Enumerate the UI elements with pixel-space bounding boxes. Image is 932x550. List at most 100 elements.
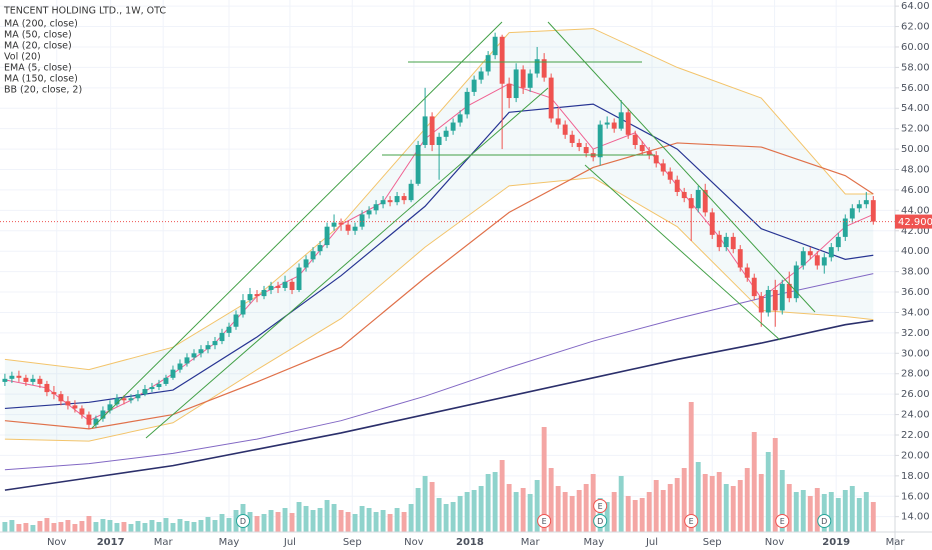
candle-body [583, 147, 589, 154]
y-tick-label: 14.00 [901, 512, 930, 523]
volume-bar [660, 490, 666, 532]
candle-body [520, 69, 526, 88]
volume-bar [23, 523, 29, 532]
trendline [547, 21, 816, 313]
y-tick-label: 26.00 [901, 389, 930, 400]
volume-bar [289, 513, 295, 532]
volume-bar [247, 512, 253, 532]
candle-body [772, 289, 778, 311]
volume-bar [373, 512, 379, 532]
volume-bar [590, 474, 596, 532]
candle-body [751, 277, 757, 297]
candle-body [184, 357, 190, 364]
candle-body [149, 387, 155, 390]
event-label: D [821, 517, 827, 526]
y-tick-label: 56.00 [901, 83, 930, 94]
candle-body [310, 251, 316, 260]
y-tick-label: 58.00 [901, 62, 930, 73]
candle-body [23, 377, 29, 382]
candle-body [786, 283, 792, 299]
ma-line [4, 103, 874, 410]
candle-body [317, 245, 323, 252]
candle-body [548, 77, 554, 119]
candle-body [653, 155, 659, 164]
candle-body [730, 236, 736, 250]
x-tick-label: Nov [404, 537, 424, 548]
candle-body [492, 36, 498, 56]
candle-body [345, 224, 351, 231]
candle-body [821, 257, 827, 266]
candle-body [485, 55, 491, 72]
candle-body [863, 200, 869, 205]
volume-bar [408, 504, 414, 532]
candle-body [205, 345, 211, 350]
volume-bar [611, 492, 617, 532]
candle-body [793, 265, 799, 299]
candle-body [380, 200, 386, 205]
candle-body [387, 200, 393, 203]
candle-body [226, 326, 232, 333]
candle-body [737, 249, 743, 268]
candle-body [842, 218, 848, 237]
volume-bar [793, 492, 799, 532]
y-tick-label: 30.00 [901, 348, 930, 359]
candle-body [814, 255, 820, 266]
volume-bar [226, 518, 232, 532]
volume-bar [191, 522, 197, 532]
y-tick-label: 36.00 [901, 287, 930, 298]
ma-line [4, 142, 874, 430]
y-tick-label: 52.00 [901, 124, 930, 135]
volume-bar [758, 474, 764, 532]
candle-body [30, 378, 36, 382]
candle-body [541, 59, 547, 78]
legend-entry: MA (200, close) [4, 19, 78, 30]
volume-bar [37, 521, 43, 532]
candle-body [268, 285, 274, 290]
candle-body [576, 142, 582, 148]
volume-bar [562, 492, 568, 532]
candle-body [422, 116, 428, 145]
candle-body [471, 79, 477, 92]
candle-body [338, 222, 344, 225]
volume-bar [51, 523, 57, 532]
volume-bar [632, 500, 638, 532]
candle-body [597, 124, 603, 158]
candle-body [632, 134, 638, 145]
candle-body [254, 294, 260, 297]
volume-bar [842, 490, 848, 532]
event-marker [593, 499, 608, 513]
legend-title: TENCENT HOLDING LTD., 1W, OTC [3, 6, 166, 17]
volume-bar [415, 488, 421, 532]
candle-body [65, 401, 71, 406]
x-tick-label: Mar [154, 537, 174, 548]
volume-bar [471, 490, 477, 532]
y-tick-label: 24.00 [901, 410, 930, 421]
volume-bar [16, 524, 22, 532]
volume-bar [499, 460, 505, 532]
volume-bar [114, 523, 120, 532]
x-tick-label: Sep [703, 537, 722, 548]
event-label: E [689, 517, 694, 526]
volume-bar [695, 462, 701, 532]
y-tick-label: 48.00 [901, 165, 930, 176]
volume-bar [394, 508, 400, 532]
volume-bar [800, 490, 806, 532]
candle-body [352, 226, 358, 231]
volume-bar [625, 496, 631, 532]
candle-body [198, 349, 204, 354]
volume-bar [128, 524, 134, 532]
candle-body [16, 375, 22, 378]
candle-body [506, 83, 512, 99]
candle-body [639, 144, 645, 152]
volume-bar [58, 522, 64, 532]
volume-bar [422, 476, 428, 532]
candle-body [163, 377, 169, 384]
plot-area: D E DEE E D [0, 28, 895, 532]
candle-body [9, 375, 15, 379]
y-tick-label: 20.00 [901, 450, 930, 461]
candle-body [674, 179, 680, 192]
candle-body [107, 404, 113, 411]
band-upper [4, 28, 874, 371]
candle-body [436, 136, 442, 145]
y-tick-label: 38.00 [901, 267, 930, 278]
